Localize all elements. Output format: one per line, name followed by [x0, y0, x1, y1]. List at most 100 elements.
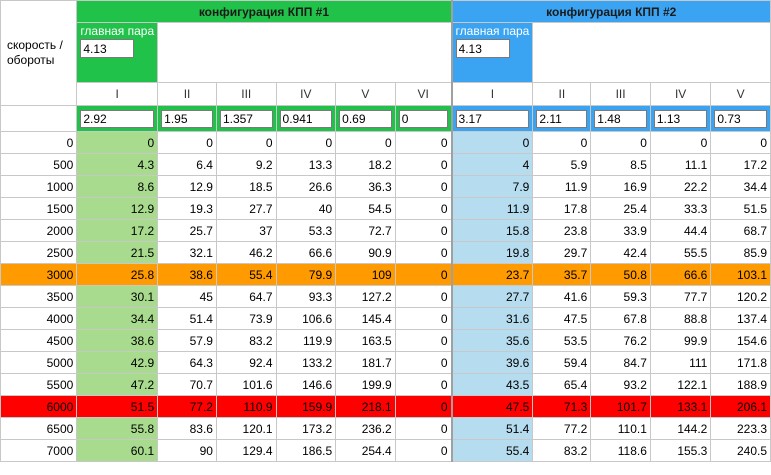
config1-gear-ratio-input[interactable] [80, 109, 155, 128]
config1-speed-cell: 254.4 [335, 439, 396, 462]
speed-rpm-corner-label: скорость / обороты [0, 0, 78, 106]
config1-gear-ratio-input[interactable] [279, 109, 333, 128]
config2-speed-cell: 44.4 [649, 219, 712, 242]
config2-gear-ratio-input[interactable] [594, 109, 647, 128]
config1-speed-cell: 0 [394, 307, 453, 330]
config2-gear-header: II [532, 82, 592, 106]
config2-speed-cell: 85.9 [710, 241, 771, 264]
config1-speed-cell: 51.4 [157, 307, 217, 330]
table-row: 4500 38.6 57.9 83.2 119.9 163.5 0 35.6 53.5 76.2 9… [0, 329, 771, 352]
rpm-cell: 4500 [0, 329, 78, 352]
rpm-cell: 3000 [0, 263, 78, 286]
config1-speed-cell: 0 [394, 373, 453, 396]
rpm-cell: 2000 [0, 219, 78, 242]
config1-gear-header: II [157, 82, 217, 106]
config2-speed-cell: 67.8 [590, 307, 651, 330]
rpm-cell: 1000 [0, 175, 78, 198]
config1-speed-cell: 0 [394, 417, 453, 440]
config1-speed-cell: 51.5 [76, 395, 159, 418]
config2-speed-cell: 4 [450, 153, 534, 176]
config2-speed-cell: 35.6 [450, 329, 534, 352]
config2-speed-cell: 27.7 [450, 285, 534, 308]
config2-speed-cell: 15.8 [450, 219, 534, 242]
config2-speed-cell: 47.5 [532, 307, 592, 330]
config1-speed-cell: 4.3 [76, 153, 159, 176]
config1-speed-cell: 70.7 [157, 373, 217, 396]
config2-ratio-cell [649, 105, 712, 132]
config2-gear-header: I [450, 82, 534, 106]
table-row: 5000 42.9 64.3 92.4 133.2 181.7 0 39.6 59.4 84.7 1… [0, 351, 771, 374]
config2-speed-cell: 11.1 [649, 153, 712, 176]
table-row: 1500 12.9 19.3 27.7 40 54.5 0 11.9 17.8 25.4 33.3 5… [0, 197, 771, 220]
config1-speed-cell: 0 [157, 131, 217, 154]
config1-title: конфигурация КПП #1 [76, 0, 453, 23]
config1-speed-cell: 38.6 [157, 263, 217, 286]
config1-speed-cell: 40 [275, 197, 337, 220]
rpm-cell: 0 [0, 131, 78, 154]
config1-gear-ratio-input[interactable] [219, 109, 273, 128]
config1-speed-cell: 46.2 [215, 241, 277, 264]
config2-speed-cell: 11.9 [532, 175, 592, 198]
config1-main-pair: главная пара [76, 22, 158, 83]
table-row: 6000 51.5 77.2 110.9 159.9 218.1 0 47.5 71.3 101.… [0, 395, 771, 418]
config1-gear-ratio-input[interactable] [161, 109, 213, 128]
config2-speed-cell: 0 [649, 131, 712, 154]
config2-speed-cell: 59.3 [590, 285, 651, 308]
rpm-cell: 6000 [0, 395, 78, 418]
config2-speed-cell: 0 [590, 131, 651, 154]
rpm-cell: 500 [0, 153, 78, 176]
config2-ratio-cell [590, 105, 651, 132]
config2-speed-cell: 144.2 [649, 417, 712, 440]
config1-header-blank [157, 22, 453, 83]
config1-speed-cell: 129.4 [215, 439, 277, 462]
config2-speed-cell: 83.2 [532, 439, 592, 462]
config2-speed-cell: 206.1 [710, 395, 771, 418]
config2-speed-cell: 103.1 [710, 263, 771, 286]
config1-gear-ratio-input[interactable] [339, 109, 392, 128]
table-row: 7000 60.1 90 129.4 186.5 254.4 0 55.4 83.2 118.6 1… [0, 439, 771, 462]
config2-speed-cell: 59.4 [532, 351, 592, 374]
config1-speed-cell: 72.7 [335, 219, 396, 242]
config1-speed-cell: 54.5 [335, 197, 396, 220]
config1-gear-ratio-input[interactable] [398, 109, 448, 128]
config1-speed-cell: 25.7 [157, 219, 217, 242]
config2-speed-cell: 16.9 [590, 175, 651, 198]
config2-speed-cell: 34.4 [710, 175, 771, 198]
config1-gear-header: V [335, 82, 396, 106]
config1-speed-cell: 47.2 [76, 373, 159, 396]
config2-speed-cell: 0 [532, 131, 592, 154]
config2-gear-ratio-input[interactable] [455, 109, 530, 128]
config1-speed-cell: 101.6 [215, 373, 277, 396]
config2-speed-cell: 51.4 [450, 417, 534, 440]
config2-speed-cell: 240.5 [710, 439, 771, 462]
config1-speed-cell: 83.6 [157, 417, 217, 440]
config2-speed-cell: 188.9 [710, 373, 771, 396]
table-row: 3500 30.1 45 64.7 93.3 127.2 0 27.7 41.6 59.3 77.7… [0, 285, 771, 308]
config2-gear-ratio-input[interactable] [714, 109, 767, 128]
table-row: 2000 17.2 25.7 37 53.3 72.7 0 15.8 23.8 33.9 44.4 6… [0, 219, 771, 242]
config2-speed-cell: 171.8 [710, 351, 771, 374]
config1-speed-cell: 66.6 [275, 241, 337, 264]
config1-ratio-cell [157, 105, 217, 132]
config2-speed-cell: 33.9 [590, 219, 651, 242]
config1-ratio-cell [394, 105, 453, 132]
config1-speed-cell: 32.1 [157, 241, 217, 264]
config1-speed-cell: 55.4 [215, 263, 277, 286]
config1-speed-cell: 0 [275, 131, 337, 154]
config1-ratio-cell [335, 105, 396, 132]
config2-gear-ratio-input[interactable] [653, 109, 708, 128]
config2-main-pair-input[interactable] [455, 39, 510, 58]
config2-speed-cell: 7.9 [450, 175, 534, 198]
config1-main-pair-input[interactable] [80, 39, 135, 58]
config2-speed-cell: 31.6 [450, 307, 534, 330]
config1-speed-cell: 64.3 [157, 351, 217, 374]
config1-speed-cell: 27.7 [215, 197, 277, 220]
config1-speed-cell: 133.2 [275, 351, 337, 374]
config2-speed-cell: 77.2 [532, 417, 592, 440]
config2-speed-cell: 0 [710, 131, 771, 154]
config2-speed-cell: 55.5 [649, 241, 712, 264]
config2-gear-ratio-input[interactable] [536, 109, 588, 128]
config2-speed-cell: 76.2 [590, 329, 651, 352]
config1-speed-cell: 92.4 [215, 351, 277, 374]
config2-speed-cell: 43.5 [450, 373, 534, 396]
